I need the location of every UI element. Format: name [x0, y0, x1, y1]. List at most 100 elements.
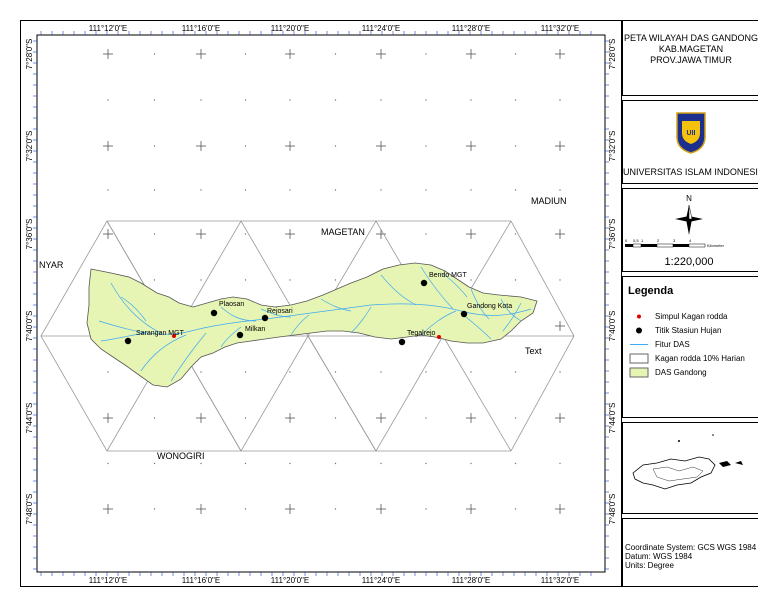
- legend-item-polygon: Kagan rodda 10% Harian: [629, 353, 745, 364]
- graticule-dot: [289, 279, 291, 281]
- graticule-dot: [425, 53, 427, 55]
- river-line: [100, 332, 147, 342]
- station-label: Milkan: [245, 326, 265, 333]
- lon-label-top: 111°28'0"E: [452, 24, 490, 33]
- lat-label-left: 7°48'0"S: [25, 494, 34, 525]
- coord-system: Coordinate System: GCS WGS 1984: [625, 543, 757, 552]
- lat-label-right: 7°32'0"S: [608, 131, 617, 162]
- lon-label-top: 111°32'0"E: [541, 24, 579, 33]
- legend-title: Legenda: [628, 285, 674, 297]
- graticule-dot: [244, 279, 247, 281]
- region-nyar: NYAR: [39, 260, 64, 270]
- graticule-dot: [244, 145, 247, 147]
- region-text: Text: [525, 346, 542, 356]
- map-title-line3: PROV.JAWA TIMUR: [650, 55, 732, 65]
- river-line: [260, 308, 292, 318]
- graticule-dot: [289, 189, 291, 191]
- map-title-line2: KAB.MAGETAN: [658, 44, 724, 54]
- map-title-line1: PETA WILAYAH DAS GANDONG: [623, 33, 758, 43]
- station-marker[interactable]: [261, 314, 269, 322]
- station-marker[interactable]: [460, 310, 468, 318]
- graticule-dot: [334, 53, 337, 55]
- station-label: Sarangan MGT: [136, 330, 185, 337]
- station-marker[interactable]: [420, 279, 428, 287]
- lat-label-right: 7°28'0"S: [608, 39, 617, 70]
- graticule-dot: [470, 189, 472, 191]
- station-marker[interactable]: [236, 331, 244, 339]
- graticule-dot: [425, 417, 427, 419]
- river-line: [380, 274, 417, 306]
- lat-label-left: 7°28'0"S: [25, 39, 34, 70]
- graticule-dot: [514, 189, 517, 191]
- map-canvas[interactable]: 111°12'0"E 111°16'0"E 111°20'0"E 111°24'…: [21, 21, 621, 586]
- graticule-dot: [334, 99, 337, 101]
- station-label: Plaosan: [219, 301, 244, 308]
- lon-label-bottom: 111°32'0"E: [541, 576, 579, 585]
- river-line: [320, 298, 352, 312]
- legend-item-node: Simpul Kagan rodda: [629, 311, 728, 322]
- graticule-dot: [470, 371, 472, 373]
- station-label: Rejosari: [267, 308, 293, 315]
- river-line: [290, 314, 310, 336]
- station-tegalrejo: Tegalrejo: [398, 330, 441, 346]
- logo-panel: UII UNIVERSITAS ISLAM INDONESIA: [622, 100, 758, 184]
- graticule-dot: [334, 145, 337, 147]
- lat-label-right: 7°36'0"S: [608, 219, 617, 250]
- station-plaosan: Plaosan: [210, 301, 244, 317]
- graticule-dot: [334, 508, 337, 510]
- river-line: [350, 306, 372, 334]
- river-line: [220, 326, 242, 348]
- lon-label-top: 111°16'0"E: [182, 24, 220, 33]
- graticule-dot: [425, 462, 427, 465]
- node-marker[interactable]: [172, 334, 176, 338]
- graticule-dot: [514, 417, 517, 419]
- svg-text:3: 3: [673, 238, 676, 243]
- graticule-dot: [153, 417, 156, 419]
- graticule-dot: [514, 508, 517, 510]
- inset-map-panel: [622, 422, 758, 514]
- station-sarangan: Sarangan MGT: [124, 330, 185, 345]
- lat-label-right: 7°44'0"S: [608, 403, 617, 434]
- graticule-dot: [334, 417, 337, 419]
- das-gandong-polygon[interactable]: [86, 262, 538, 388]
- graticule-dot: [425, 371, 427, 373]
- node-marker[interactable]: [437, 335, 441, 339]
- station-label: Tegalrejo: [407, 330, 436, 337]
- graticule-dot: [289, 371, 291, 373]
- graticule-dot: [514, 371, 517, 373]
- graticule-dot: [200, 189, 202, 191]
- river-line: [500, 298, 522, 322]
- graticule-dot: [244, 508, 247, 510]
- graticule-dot: [289, 462, 291, 465]
- river-line: [502, 302, 522, 332]
- station-marker[interactable]: [210, 309, 218, 317]
- svg-text:0: 0: [625, 238, 628, 243]
- river-line: [120, 296, 147, 322]
- region-wonogiri: WONOGIRI: [157, 451, 205, 461]
- graticule-dot: [425, 508, 427, 510]
- graticule-dot: [334, 189, 337, 191]
- graticule-dot: [425, 189, 427, 191]
- graticule-dot: [559, 462, 561, 465]
- graticule-dot: [334, 279, 337, 281]
- graticule-dot: [559, 371, 561, 373]
- lat-label-right: 7°40'0"S: [608, 311, 617, 342]
- graticule-dot: [200, 279, 202, 281]
- station-marker[interactable]: [124, 337, 132, 345]
- graticule-dot: [244, 233, 247, 235]
- graticule-dot: [107, 462, 109, 465]
- river-line: [420, 310, 457, 336]
- river-line: [170, 332, 207, 382]
- lat-label-left: 7°32'0"S: [25, 131, 34, 162]
- station-marker[interactable]: [398, 338, 406, 346]
- scale-ratio: 1:220,000: [665, 256, 714, 268]
- graticule-dot: [425, 99, 427, 101]
- graticule-dot: [514, 145, 517, 147]
- graticule-dot: [153, 279, 156, 281]
- lat-label-right: 7°48'0"S: [608, 494, 617, 525]
- lon-label-top: 111°12'0"E: [89, 24, 127, 33]
- river-line: [440, 272, 468, 298]
- map-frame[interactable]: 111°12'0"E 111°16'0"E 111°20'0"E 111°24'…: [20, 20, 622, 587]
- graticule-dot: [380, 371, 382, 373]
- river-network: [98, 266, 532, 382]
